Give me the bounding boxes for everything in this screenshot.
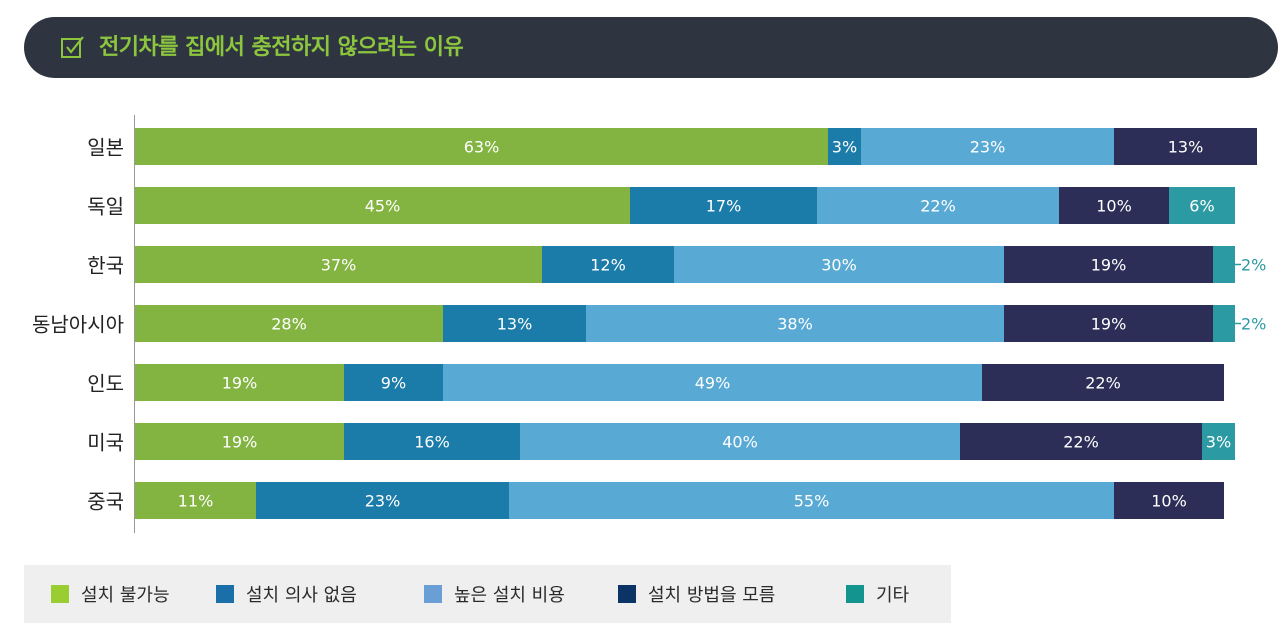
legend-swatch [846, 585, 864, 603]
data-label: 22% [920, 197, 956, 216]
data-label: 19% [1091, 256, 1127, 275]
data-label: 16% [414, 433, 450, 452]
data-label: 3% [832, 138, 857, 157]
bar-segment [586, 305, 1004, 342]
legend-swatch [424, 585, 442, 603]
data-label: 19% [222, 374, 258, 393]
bar-segment [630, 187, 817, 224]
data-label: 37% [321, 256, 357, 275]
bar-segment [817, 187, 1059, 224]
legend-item-high-cost: 높은 설치 비용 [424, 565, 565, 623]
bar-segment [1169, 187, 1235, 224]
data-label: 13% [1168, 138, 1204, 157]
category-label: 한국 [87, 254, 124, 278]
bar-segment [135, 482, 256, 519]
category-label: 인도 [87, 372, 124, 396]
data-label: 23% [365, 492, 401, 511]
data-label: 28% [271, 315, 307, 334]
data-label: 22% [1063, 433, 1099, 452]
data-label: 3% [1206, 433, 1231, 452]
data-label: 49% [695, 374, 731, 393]
legend: 설치 불가능 설치 의사 없음 높은 설치 비용 설치 방법을 모름 기타 [24, 565, 951, 623]
bar-segment [135, 423, 344, 460]
category-label: 일본 [87, 136, 124, 160]
bar-segment [542, 246, 674, 283]
bar-segment [135, 305, 443, 342]
bar-segment [135, 128, 828, 165]
data-label: 2% [1241, 256, 1266, 275]
chart-title: 전기차를 집에서 충전하지 않으려는 이유 [99, 35, 464, 60]
chart-header: 전기차를 집에서 충전하지 않으려는 이유 [24, 17, 1278, 78]
data-label: 40% [722, 433, 758, 452]
data-label: 10% [1151, 492, 1187, 511]
legend-item-unknown-method: 설치 방법을 모름 [618, 565, 775, 623]
bar-segment [344, 364, 443, 401]
legend-label: 기타 [876, 585, 910, 606]
bar-segment [1004, 305, 1213, 342]
bar-segment [828, 128, 861, 165]
legend-label: 설치 불가능 [81, 585, 170, 606]
legend-swatch [51, 585, 69, 603]
bar-segment [520, 423, 960, 460]
bar-segment [443, 305, 586, 342]
bar-segment [1004, 246, 1213, 283]
bar-segment [1114, 128, 1257, 165]
category-label: 독일 [87, 195, 124, 219]
data-label: 23% [970, 138, 1006, 157]
data-label: 19% [222, 433, 258, 452]
category-label: 미국 [87, 431, 124, 455]
data-label: 12% [590, 256, 626, 275]
legend-swatch [216, 585, 234, 603]
data-label: 19% [1091, 315, 1127, 334]
bar-segment [509, 482, 1114, 519]
bar-segment [135, 187, 630, 224]
bar-segment [135, 364, 344, 401]
data-label: 2% [1241, 315, 1266, 334]
bar-segment [443, 364, 982, 401]
legend-label: 설치 의사 없음 [246, 585, 357, 606]
legend-label: 설치 방법을 모름 [648, 585, 776, 606]
bar-segment [960, 423, 1202, 460]
stacked-bar-chart: 일본 63% 3% 23% 13% 독일 45% 17% 22% 10% 6% 한국 37% 12% 30%… [32, 115, 1266, 533]
bar-segment [344, 423, 520, 460]
legend-label: 높은 설치 비용 [454, 585, 565, 606]
bar-segment [1202, 423, 1235, 460]
legend-item-install-impossible: 설치 불가능 [51, 565, 170, 623]
bar-segment [982, 364, 1224, 401]
data-label: 22% [1085, 374, 1121, 393]
checkbox-icon [61, 36, 84, 58]
data-label: 11% [178, 492, 214, 511]
bar-segment [861, 128, 1114, 165]
data-label: 13% [497, 315, 533, 334]
legend-swatch [618, 585, 636, 603]
data-label: 17% [706, 197, 742, 216]
category-label: 중국 [87, 490, 124, 514]
bar-segment [1059, 187, 1169, 224]
data-label: 38% [777, 315, 813, 334]
data-label: 63% [464, 138, 500, 157]
bar-segment [1213, 246, 1235, 283]
data-label: 10% [1096, 197, 1132, 216]
legend-item-no-intention: 설치 의사 없음 [216, 565, 357, 623]
bar-segment [674, 246, 1004, 283]
data-label: 30% [821, 256, 857, 275]
data-label: 45% [365, 197, 401, 216]
data-label: 6% [1189, 197, 1214, 216]
data-label: 55% [794, 492, 830, 511]
bar-segment [135, 246, 542, 283]
bar-segment [256, 482, 509, 519]
bar-segment [1213, 305, 1235, 342]
category-label: 동남아시아 [32, 313, 124, 337]
data-label: 9% [381, 374, 406, 393]
bar-segment [1114, 482, 1224, 519]
legend-item-other: 기타 [846, 565, 909, 623]
